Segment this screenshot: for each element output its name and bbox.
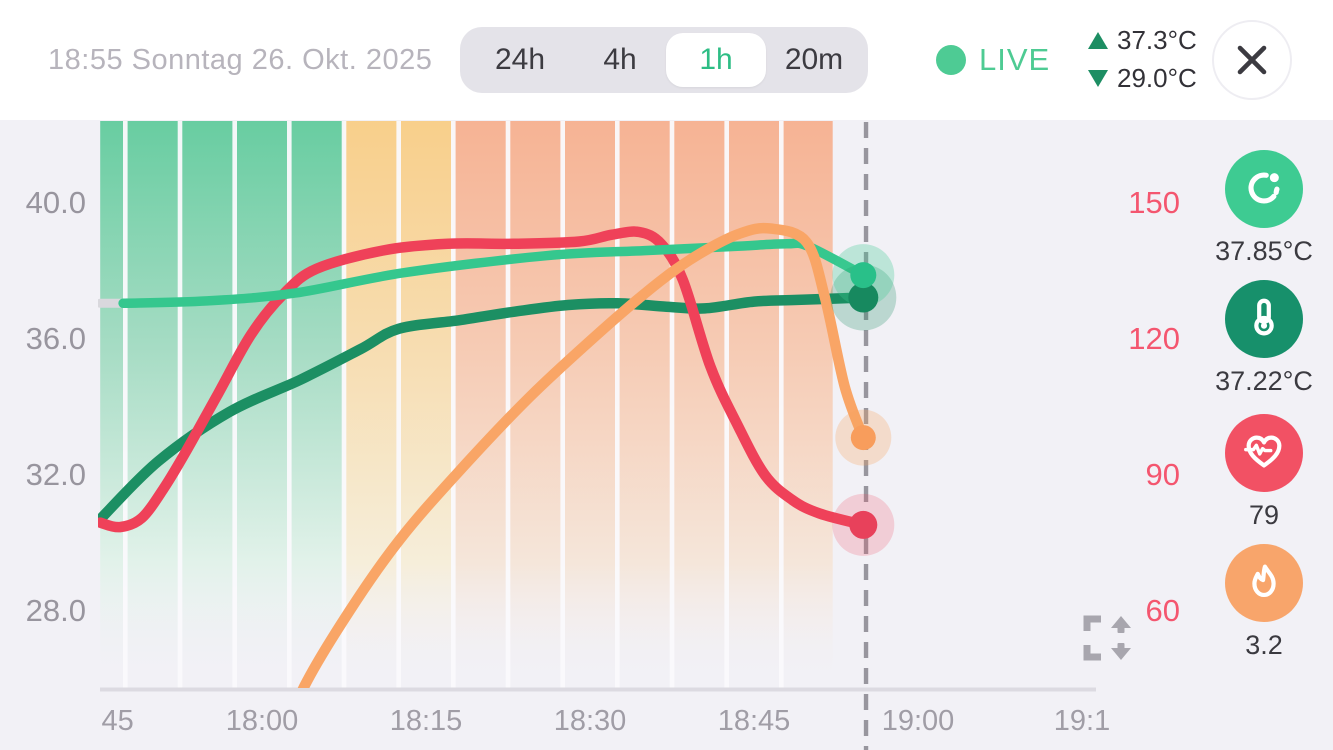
metric-flame: 3.2 (1202, 544, 1326, 661)
time-tick-19:00: 19:00 (881, 705, 955, 737)
heart-pulse-icon (1241, 429, 1287, 478)
temp-tick-32.0: 32.0 (25, 457, 86, 492)
expand-scale-button[interactable] (1076, 606, 1140, 670)
series-core-temperature (98, 292, 869, 525)
range-option-1h[interactable]: 1h (666, 33, 766, 87)
temp-tick-28.0: 28.0 (25, 593, 86, 628)
metric-skin-value: 37.85°C (1215, 236, 1313, 266)
time-tick-19:1: 19:1 (1053, 705, 1111, 737)
hr-tick-90: 90 (1145, 456, 1180, 492)
metric-heart-button[interactable] (1225, 414, 1303, 492)
ring-progress-icon (1241, 165, 1287, 214)
metric-heart-value: 79 (1248, 500, 1280, 530)
time-tick-18:45: 18:45 (717, 705, 791, 737)
temp-tick-40.0: 40.0 (25, 185, 86, 220)
metric-flame-value: 3.2 (1245, 630, 1283, 660)
hr-tick-150: 150 (1128, 185, 1180, 220)
metric-core-button[interactable] (1225, 280, 1303, 358)
thermometer-icon (1241, 295, 1287, 344)
marker-dot-intensity[interactable] (850, 425, 876, 451)
metric-core: 37.22°C (1202, 280, 1326, 397)
arrow-up-icon (1088, 32, 1108, 49)
range-option-4h[interactable]: 4h (574, 33, 666, 87)
session-min-temp: 29.0°C (1117, 63, 1197, 93)
time-tick-18:15: 18:15 (389, 705, 463, 737)
flame-icon (1241, 559, 1287, 608)
metric-flame-button[interactable] (1225, 544, 1303, 622)
range-option-24h[interactable]: 24h (466, 33, 574, 87)
metric-heart: 79 (1202, 414, 1326, 531)
marker-dot-skin-temperature[interactable] (850, 262, 877, 289)
time-range-selector: 24h 4h 1h 20m (460, 27, 868, 93)
time-tick-18:30: 18:30 (553, 705, 627, 737)
metric-core-value: 37.22°C (1215, 366, 1313, 396)
close-x-icon (1237, 45, 1267, 75)
range-option-20m[interactable]: 20m (766, 33, 862, 87)
temp-tick-36.0: 36.0 (25, 321, 86, 356)
arrow-down-icon (1088, 70, 1108, 87)
time-tick-45: 45 (101, 705, 134, 737)
top-bar: 18:55 Sonntag 26. Okt. 2025 24h 4h 1h 20m L… (0, 0, 1333, 120)
marker-dot-heart-rate[interactable] (849, 510, 878, 539)
zone-comfort-green (100, 121, 344, 688)
metric-skin: 37.85°C (1202, 150, 1326, 267)
metric-skin-button[interactable] (1225, 150, 1303, 228)
timestamp: 18:55 Sonntag 26. Okt. 2025 (48, 44, 433, 76)
session-minmax: 37.3°C 29.0°C (1088, 25, 1197, 94)
time-tick-18:00: 18:00 (225, 705, 299, 737)
hr-tick-120: 120 (1128, 320, 1180, 356)
expand-arrows-icon (1083, 615, 1131, 661)
session-max-temp: 37.3°C (1117, 25, 1197, 55)
hr-tick-60: 60 (1145, 592, 1180, 628)
series-heart-rate (98, 226, 869, 533)
live-indicator: LIVE (936, 0, 1050, 120)
series-intensity (297, 222, 869, 688)
series-skin-temperature (118, 238, 869, 309)
live-dot-icon (936, 45, 966, 75)
live-label: LIVE (979, 42, 1051, 77)
close-button[interactable] (1212, 20, 1292, 100)
marker-dot-core-temperature[interactable] (848, 282, 879, 313)
